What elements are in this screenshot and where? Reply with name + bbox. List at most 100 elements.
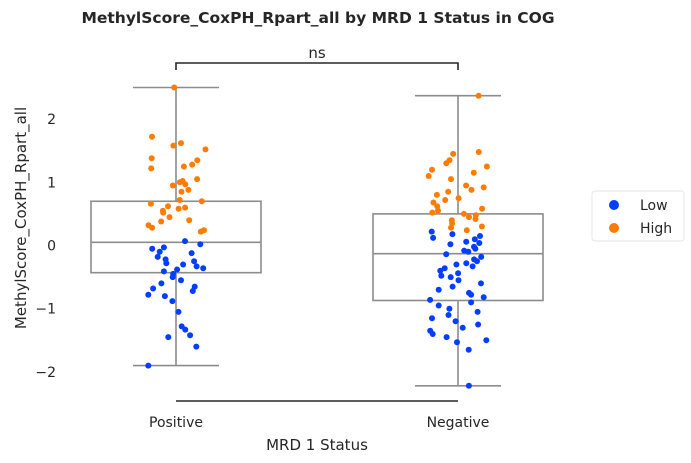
point-high (429, 209, 436, 216)
point-high (466, 214, 472, 221)
point-low (478, 280, 484, 287)
point-low (435, 302, 442, 309)
x-tick-label: Positive (149, 415, 203, 431)
point-low (474, 258, 480, 265)
point-low (476, 240, 483, 246)
point-low (193, 343, 200, 350)
point-low (163, 260, 170, 267)
point-high (429, 166, 435, 173)
point-high (479, 205, 486, 212)
point-high (443, 160, 450, 167)
point-high (176, 197, 183, 203)
point-high (475, 92, 482, 99)
point-high (186, 217, 193, 224)
point-high (442, 197, 449, 203)
point-low (453, 261, 460, 268)
point-low (463, 260, 470, 267)
point-high (148, 165, 155, 172)
y-tick-label: 1 (47, 175, 56, 191)
point-low (449, 283, 456, 290)
strip-points (145, 84, 490, 389)
point-low (449, 231, 456, 238)
point-low (446, 305, 453, 312)
point-high (450, 150, 457, 157)
point-low (197, 241, 204, 248)
y-tick-label: −1 (35, 302, 56, 318)
point-high (182, 204, 189, 211)
point-high (182, 181, 189, 188)
point-high (176, 179, 183, 186)
point-low (478, 253, 485, 260)
point-low (465, 382, 472, 389)
point-high (198, 198, 205, 205)
point-low (441, 265, 448, 272)
point-low (480, 294, 487, 301)
point-low (454, 339, 460, 346)
point-high (175, 205, 182, 212)
point-low (471, 236, 478, 243)
legend-marker-low (609, 200, 619, 210)
point-high (448, 224, 454, 231)
significance-annotation: ns (175, 44, 459, 402)
legend: Low High (591, 190, 685, 242)
significance-bracket (175, 62, 459, 70)
point-high (166, 214, 173, 221)
point-high (460, 210, 467, 217)
point-low (193, 263, 200, 270)
point-high (149, 224, 156, 231)
point-low (169, 274, 176, 281)
point-low (447, 274, 454, 281)
point-high (160, 209, 167, 216)
legend-label-high: High (640, 221, 672, 237)
point-high (149, 133, 155, 140)
point-low (483, 337, 490, 344)
point-low (443, 334, 450, 341)
point-low (160, 244, 167, 251)
point-low (437, 267, 444, 274)
point-high (185, 186, 192, 193)
legend-marker-high (609, 223, 619, 233)
point-low (474, 308, 481, 315)
point-low (187, 332, 194, 339)
point-low (189, 288, 196, 294)
point-high (197, 228, 204, 235)
point-low (472, 245, 479, 252)
point-low (430, 234, 437, 241)
point-low (178, 277, 184, 284)
point-low (174, 266, 181, 273)
point-low (156, 248, 163, 255)
point-low (452, 318, 459, 325)
point-low (182, 326, 189, 333)
box-positive (90, 86, 262, 367)
point-low (435, 286, 442, 293)
x-tick-label: Negative (427, 415, 490, 431)
point-high (445, 188, 452, 195)
point-low (175, 308, 182, 315)
point-high (472, 216, 479, 222)
point-low (477, 233, 483, 239)
point-low (469, 263, 476, 270)
point-high (178, 188, 185, 195)
y-tick-label: −2 (35, 365, 56, 381)
point-low (427, 296, 434, 303)
point-low (182, 238, 188, 245)
box-group (90, 86, 544, 387)
y-tick-label: 2 (47, 112, 56, 128)
point-low (158, 280, 165, 287)
point-low (428, 228, 435, 235)
point-high (430, 199, 437, 206)
point-high (470, 169, 477, 176)
point-high (480, 184, 487, 191)
point-high (194, 157, 201, 164)
point-low (443, 251, 450, 258)
point-low (161, 293, 168, 300)
point-high (425, 173, 432, 179)
point-low (429, 315, 435, 322)
point-high (148, 155, 155, 162)
point-high (165, 203, 171, 210)
point-high (194, 176, 201, 183)
point-low (180, 261, 187, 268)
point-low (465, 248, 472, 255)
point-low (160, 268, 167, 275)
